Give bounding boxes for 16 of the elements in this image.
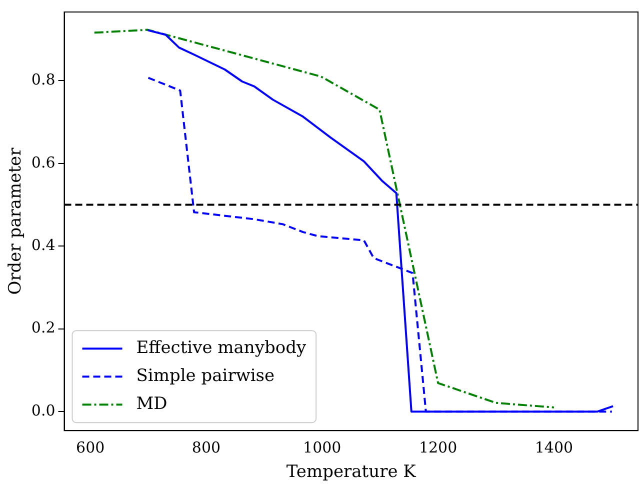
- x-tick-label: 1200: [418, 438, 458, 456]
- x-tick-label: 1400: [534, 438, 574, 456]
- y-tick-label: 0.2: [31, 318, 56, 337]
- y-tick-label: 0.8: [31, 70, 56, 89]
- y-axis-title: Order parameter: [6, 146, 26, 295]
- y-tick-label: 0.6: [31, 153, 56, 172]
- legend-label: Simple pairwise: [136, 366, 275, 386]
- x-tick-label: 1000: [303, 438, 342, 456]
- legend-label: Effective manybody: [136, 338, 306, 358]
- x-tick-label: 600: [76, 438, 105, 456]
- line-series: [93, 28, 555, 408]
- legend-label: MD: [136, 394, 168, 414]
- y-tick-label: 0.0: [31, 401, 56, 420]
- x-axis-title: Temperature K: [286, 462, 416, 482]
- x-tick-label: 800: [192, 438, 221, 456]
- y-tick-label: 0.4: [31, 236, 56, 254]
